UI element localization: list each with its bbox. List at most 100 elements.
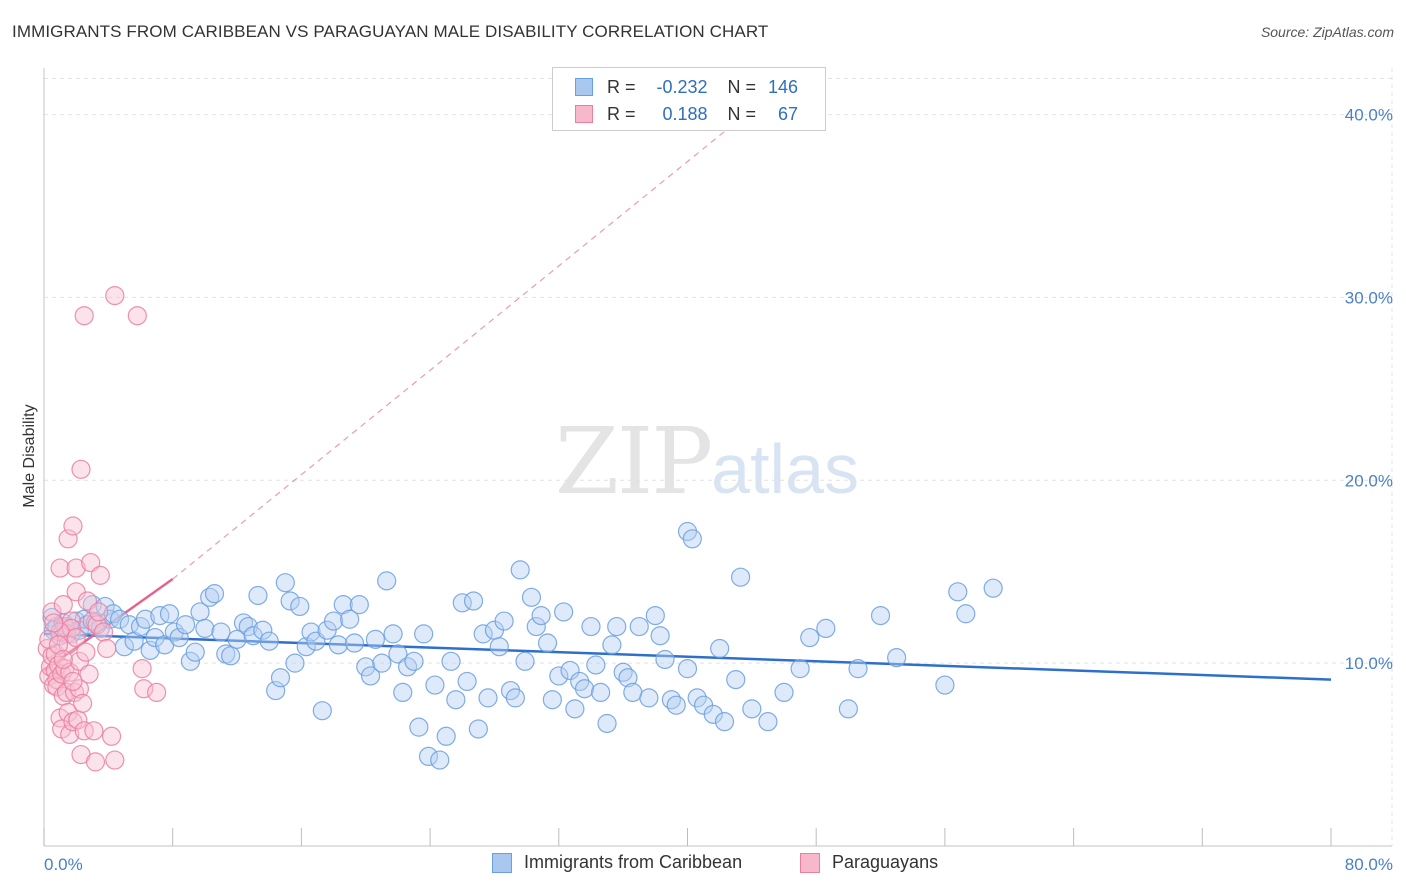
caribbean-point	[211, 622, 231, 642]
caribbean-point	[221, 646, 241, 666]
caribbean-point	[393, 682, 413, 703]
caribbean-point	[645, 605, 665, 626]
caribbean-point	[774, 682, 794, 703]
caribbean-point	[710, 638, 730, 659]
caribbean-point	[537, 633, 558, 653]
caribbean-point	[270, 668, 291, 688]
paraguayan-point	[93, 622, 114, 642]
legend-n-label: N =	[727, 76, 757, 97]
caribbean-point	[639, 688, 659, 708]
caribbean-point	[816, 618, 836, 639]
caribbean-point	[586, 655, 606, 675]
bottom-legend-swatch-paraguayans	[800, 852, 820, 873]
paraguayan-point	[85, 752, 106, 772]
legend-n-value: 146	[767, 76, 799, 97]
paraguayan-point	[89, 602, 109, 622]
paraguayan-point	[127, 306, 147, 326]
trend-lines	[43, 95, 1332, 681]
paraguayan-point	[90, 565, 110, 585]
caribbean-point	[383, 624, 403, 644]
caribbean-point	[468, 719, 488, 739]
watermark: ZIPatlas	[555, 408, 859, 515]
paraguayan-point	[60, 724, 80, 745]
caribbean-point	[372, 653, 392, 673]
caribbean-point	[266, 680, 286, 701]
paraguayan-point	[58, 635, 78, 655]
caribbean-point	[227, 629, 247, 649]
caribbean-point	[790, 659, 810, 679]
paraguayan-point	[63, 671, 83, 692]
caribbean-point	[574, 679, 595, 699]
caribbean-point	[185, 642, 205, 662]
caribbean-point	[478, 688, 498, 708]
paraguayan-point	[132, 659, 152, 679]
legend-r-label: R =	[607, 103, 636, 124]
bottom-legend-label-caribbean: Immigrants from Caribbean	[524, 852, 743, 872]
caribbean-point	[140, 640, 160, 660]
caribbean-point	[526, 616, 546, 637]
caribbean-point	[591, 682, 611, 703]
paraguayan-point	[101, 726, 122, 746]
source-label: Source: ZipAtlas.com	[1260, 24, 1394, 40]
paraguayan-point	[105, 750, 125, 770]
paraguayan-point	[73, 693, 93, 713]
caribbean-point	[666, 695, 686, 715]
caribbean-point	[159, 604, 180, 624]
caribbean-point	[360, 666, 381, 686]
legend-row-caribbean: R = -0.232 N = 146	[575, 76, 798, 98]
legend-r-label: R =	[607, 76, 636, 97]
caribbean-point	[542, 690, 562, 710]
legend-swatch-caribbean	[575, 78, 593, 96]
caribbean-point	[175, 615, 196, 635]
caribbean-point	[463, 591, 484, 611]
caribbean-point	[703, 704, 723, 724]
caribbean-point	[377, 571, 397, 591]
caribbean-point	[404, 651, 424, 671]
paraguayan-point	[52, 664, 72, 684]
caribbean-point	[618, 668, 638, 688]
paraguayan-point	[53, 595, 73, 615]
caribbean-point	[494, 611, 514, 631]
caribbean-point	[180, 651, 200, 671]
caribbean-point	[682, 529, 702, 549]
paraguayan-point	[48, 635, 69, 655]
paraguayan-point	[66, 627, 86, 648]
legend-r-value: -0.232	[656, 76, 708, 97]
paraguayan-point	[58, 529, 78, 549]
x-tick-label-min: 0.0%	[44, 855, 83, 874]
caribbean-point	[340, 609, 360, 629]
caribbean-point	[687, 688, 707, 708]
caribbean-point	[312, 701, 332, 721]
caribbean-point	[285, 653, 305, 673]
paraguayan-point	[44, 613, 64, 633]
caribbean-point	[560, 660, 580, 681]
caribbean-point	[531, 605, 551, 626]
legend-n-label: N =	[727, 103, 757, 124]
caribbean-point	[758, 712, 778, 732]
watermark-zip: ZIP	[555, 408, 713, 515]
caribbean-point	[323, 611, 344, 631]
caribbean-point	[730, 567, 751, 587]
paraguayan-point	[58, 702, 78, 723]
caribbean-point	[549, 666, 569, 686]
caribbean-point	[150, 605, 170, 626]
caribbean-point	[554, 602, 574, 622]
legend-n-value: 67	[778, 103, 799, 124]
caribbean-point	[430, 750, 450, 770]
caribbean-point	[515, 651, 535, 671]
y-tick-label: 20.0%	[1345, 471, 1393, 490]
caribbean-point	[623, 682, 643, 703]
paraguayan-trend-extension	[172, 95, 769, 580]
paraguayan-point	[74, 306, 94, 326]
paraguayan-point	[66, 558, 86, 578]
caribbean-point	[446, 690, 466, 710]
caribbean-point	[510, 560, 530, 580]
paraguayan-point	[79, 664, 99, 684]
caribbean-point	[441, 651, 461, 671]
y-tick-label: 10.0%	[1345, 654, 1393, 673]
caribbean-point	[948, 582, 968, 602]
caribbean-point	[248, 585, 268, 606]
caribbean-point	[983, 578, 1003, 598]
paraguayan-point	[97, 638, 117, 659]
caribbean-point	[714, 712, 735, 732]
